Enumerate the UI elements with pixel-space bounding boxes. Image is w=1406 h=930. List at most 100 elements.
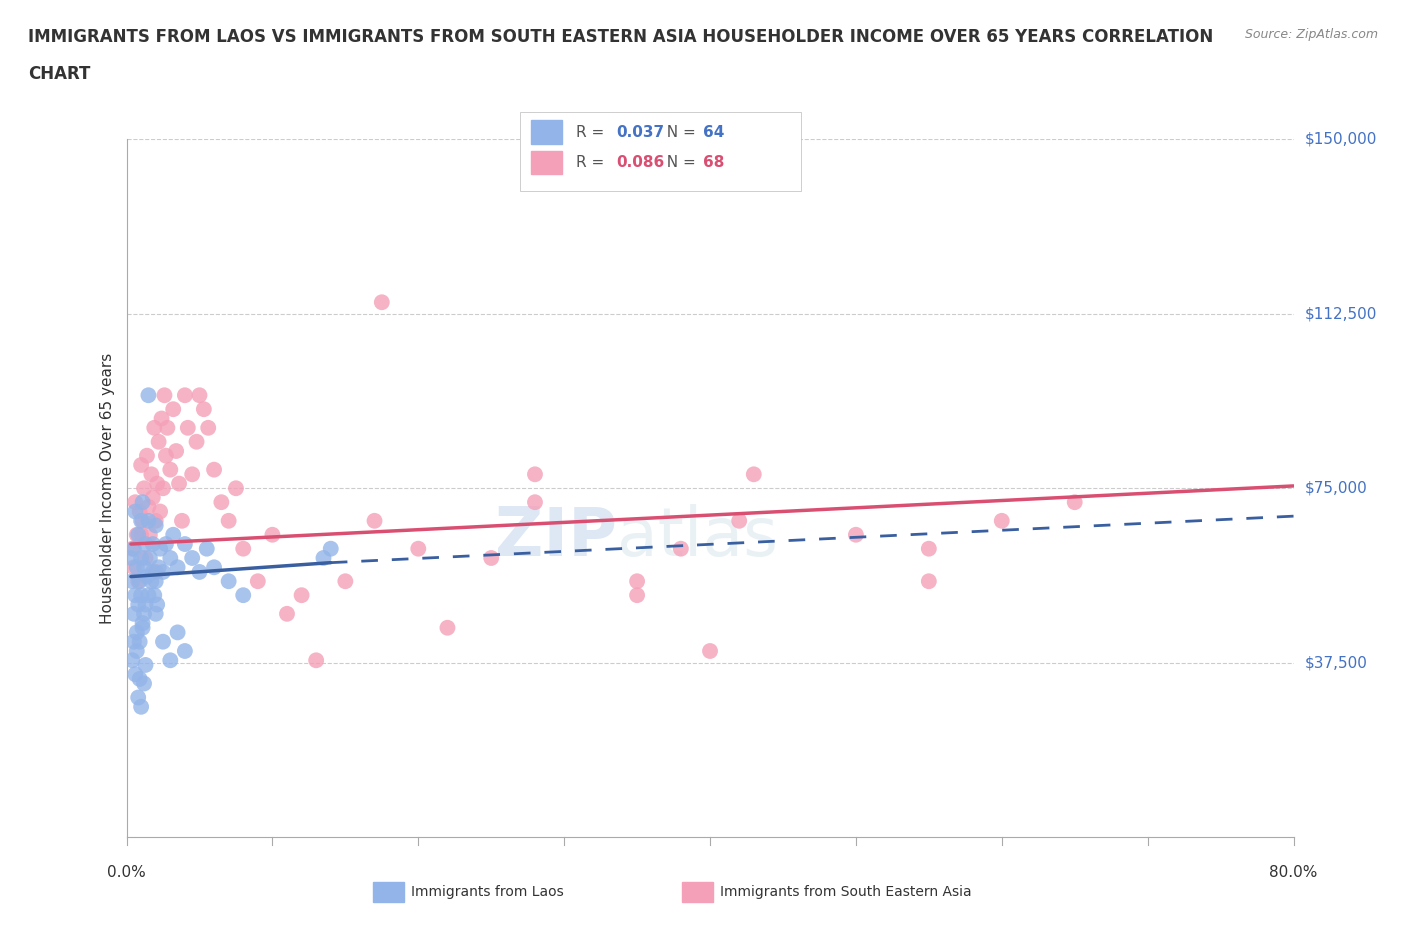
Point [408, 541, 430, 556]
Point [162, 527, 184, 542]
Point [193, 402, 215, 417]
Point [128, 504, 150, 519]
Point [127, 574, 149, 589]
Point [127, 527, 149, 542]
Point [148, 560, 170, 575]
Point [142, 490, 165, 505]
Point [132, 676, 155, 691]
Point [626, 588, 648, 603]
Point [232, 588, 254, 603]
Point [262, 527, 284, 542]
Point [139, 551, 162, 565]
Point [129, 551, 152, 565]
Point [845, 527, 868, 542]
Text: CHART: CHART [28, 65, 90, 83]
Point [290, 588, 312, 603]
Point [138, 588, 160, 603]
Point [225, 481, 247, 496]
Point [155, 537, 177, 551]
Point [202, 462, 225, 477]
Point [145, 565, 167, 579]
Point [181, 467, 204, 482]
Text: 64: 64 [703, 125, 724, 140]
Text: $37,500: $37,500 [1305, 655, 1368, 671]
Point [142, 537, 165, 551]
Point [142, 565, 165, 579]
Point [143, 588, 166, 603]
Point [181, 551, 204, 565]
Text: 80.0%: 80.0% [1270, 865, 1317, 880]
Point [149, 504, 172, 519]
Text: IMMIGRANTS FROM LAOS VS IMMIGRANTS FROM SOUTH EASTERN ASIA HOUSEHOLDER INCOME OV: IMMIGRANTS FROM LAOS VS IMMIGRANTS FROM … [28, 28, 1213, 46]
Text: 68: 68 [703, 155, 724, 170]
Point [132, 606, 155, 621]
Point [153, 388, 176, 403]
Point [129, 513, 152, 528]
Text: N =: N = [657, 125, 700, 140]
Point [159, 462, 181, 477]
Text: 0.037: 0.037 [616, 125, 664, 140]
Point [129, 527, 152, 542]
Point [148, 434, 170, 449]
Point [127, 597, 149, 612]
Point [138, 499, 160, 514]
Point [125, 527, 148, 542]
Text: 0.086: 0.086 [616, 155, 664, 170]
Point [177, 420, 200, 435]
Point [626, 574, 648, 589]
Point [128, 671, 150, 686]
Point [363, 513, 385, 528]
Point [146, 476, 169, 491]
Point [166, 625, 188, 640]
Point [121, 574, 143, 589]
Point [159, 653, 181, 668]
Point [669, 541, 692, 556]
Point [479, 551, 502, 565]
Point [134, 537, 156, 551]
Point [218, 513, 240, 528]
Point [143, 420, 166, 435]
Point [131, 513, 153, 528]
Point [125, 644, 148, 658]
Point [150, 411, 173, 426]
Point [139, 527, 162, 542]
Point [209, 495, 232, 510]
Point [122, 560, 145, 575]
Point [156, 420, 179, 435]
Point [155, 448, 177, 463]
Point [134, 551, 156, 565]
Point [145, 606, 167, 621]
Point [141, 467, 163, 482]
Point [246, 574, 269, 589]
Text: $75,000: $75,000 [1305, 481, 1368, 496]
Point [131, 495, 153, 510]
Point [197, 420, 219, 435]
Point [186, 434, 208, 449]
Point [918, 574, 941, 589]
Point [138, 388, 160, 403]
Point [165, 444, 187, 458]
Point [129, 699, 152, 714]
Text: Immigrants from South Eastern Asia: Immigrants from South Eastern Asia [720, 884, 972, 899]
Point [145, 574, 167, 589]
Text: Source: ZipAtlas.com: Source: ZipAtlas.com [1244, 28, 1378, 41]
Point [122, 606, 145, 621]
Text: R =: R = [576, 125, 610, 140]
Point [742, 467, 765, 482]
Point [170, 513, 193, 528]
Point [174, 644, 197, 658]
Point [152, 634, 174, 649]
Point [218, 574, 240, 589]
Y-axis label: Householder Income Over 65 years: Householder Income Over 65 years [100, 352, 115, 624]
Point [128, 574, 150, 589]
Point [129, 458, 152, 472]
Point [152, 481, 174, 496]
Point [524, 495, 547, 510]
Point [120, 551, 142, 565]
Point [125, 560, 148, 575]
Point [305, 653, 328, 668]
Point [146, 597, 169, 612]
Point [134, 658, 156, 672]
Point [728, 513, 751, 528]
Point [162, 402, 184, 417]
